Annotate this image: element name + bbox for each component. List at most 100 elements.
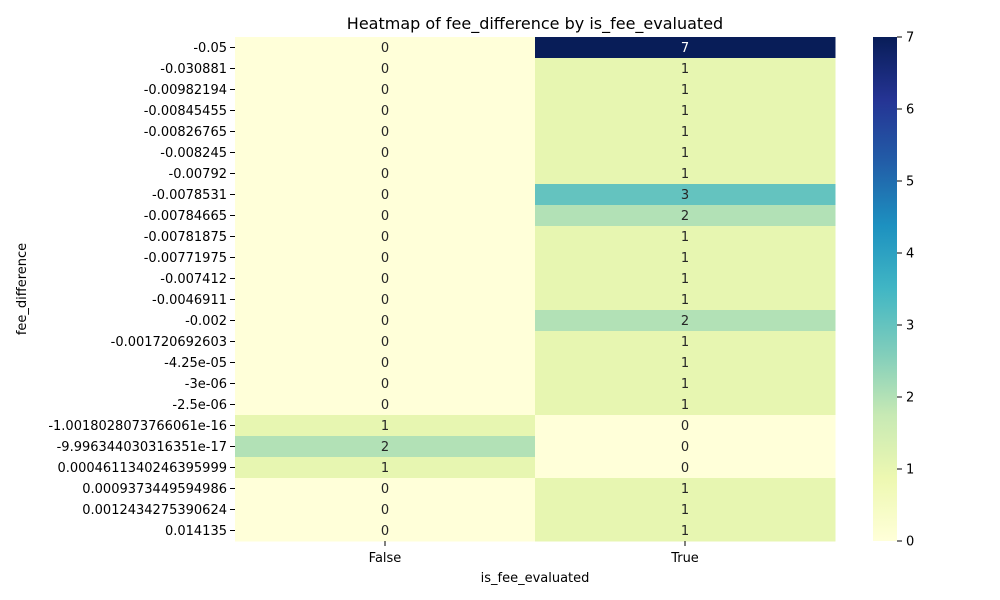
heatmap-cell [535,457,836,479]
y-tick-label: 0.0004611340246395999 [57,461,227,476]
cell-value-label: 0 [381,125,389,140]
cell-value-label: 1 [681,377,689,392]
y-tick-label: -0.00982194 [144,83,227,98]
y-tick-label: -4.25e-05 [164,356,227,371]
cell-value-label: 0 [381,146,389,161]
heatmap-cell [535,268,836,290]
heatmap-cell [535,394,836,416]
cell-value-label: 1 [681,524,689,539]
cell-value-label: 0 [381,356,389,371]
heatmap-cell [235,289,536,311]
y-tick-label: -0.00784665 [144,209,227,224]
heatmap-cell [235,58,536,80]
cell-value-label: 0 [381,398,389,413]
cell-value-label: 7 [681,41,689,56]
heatmap-cell [535,415,836,437]
heatmap-cell [235,457,536,479]
y-tick-label: 0.0012434275390624 [82,503,227,518]
cell-value-label: 1 [681,335,689,350]
y-tick-label: -0.0078531 [152,188,227,203]
cell-value-label: 1 [681,167,689,182]
y-tick-label: -0.00792 [169,167,227,182]
cell-value-label: 3 [681,188,689,203]
cell-value-label: 1 [681,398,689,413]
cell-value-label: 2 [381,440,389,455]
y-tick-label: -0.030881 [160,62,227,77]
heatmap-cell [535,37,836,59]
x-tick-label: True [670,551,699,566]
cell-value-label: 0 [381,230,389,245]
cell-value-label: 1 [681,230,689,245]
y-tick-label: -0.002 [185,314,227,329]
heatmap-cell [535,436,836,458]
heatmap-cell [235,205,536,227]
colorbar-tick-label: 7 [906,31,914,46]
heatmap-cell [535,142,836,164]
y-tick-label: -1.0018028073766061e-16 [48,419,227,434]
colorbar-tick-label: 5 [906,175,914,190]
y-axis: -0.05 -0.030881 -0.00982194 -0.00845455 -0.0… [48,41,235,539]
cell-value-label: 0 [381,377,389,392]
cell-value-label: 0 [381,503,389,518]
y-tick-label: -2.5e-06 [172,398,227,413]
heatmap-cell [235,268,536,290]
cell-value-label: 1 [681,482,689,497]
heatmap-cell [535,499,836,521]
heatmap-cell [235,121,536,143]
cell-value-label: 0 [381,83,389,98]
cell-value-label: 0 [681,461,689,476]
cell-value-label: 1 [381,419,389,434]
cell-value-label: 0 [381,293,389,308]
x-tick-label: False [369,551,402,566]
cell-value-label: 2 [681,314,689,329]
cell-value-label: 1 [681,251,689,266]
colorbar-tick-label: 6 [906,103,914,118]
heatmap-cell [535,310,836,332]
cell-value-label: 0 [381,209,389,224]
heatmap-cell [535,205,836,227]
colorbar-tick-label: 1 [906,463,914,478]
cell-value-label: 1 [681,272,689,287]
y-tick-label: -0.008245 [160,146,227,161]
heatmap-cell [235,394,536,416]
heatmap-cell [535,478,836,500]
heatmap-cell [535,58,836,80]
heatmap-cell [235,142,536,164]
heatmap-cell [235,499,536,521]
cell-value-label: 0 [381,272,389,287]
heatmap-cell [535,247,836,269]
y-tick-label: -0.0046911 [152,293,227,308]
heatmap-cell [235,478,536,500]
heatmap-cell [535,226,836,248]
colorbar-tick-label: 2 [906,391,914,406]
colorbar-tick-label: 0 [906,535,914,550]
heatmap-cell [235,373,536,395]
cell-value-label: 1 [681,104,689,119]
heatmap-cell [235,184,536,206]
heatmap-cell [235,352,536,374]
cell-value-label: 0 [681,440,689,455]
colorbar-tick-label: 4 [906,247,914,262]
y-tick-label: -0.00845455 [144,104,227,119]
heatmap-cell [535,100,836,122]
cell-value-label: 1 [681,125,689,140]
heatmap-cell [235,415,536,437]
heatmap-cell [535,79,836,101]
heatmap-cell [235,436,536,458]
x-axis-label: is_fee_evaluated [481,571,590,586]
heatmap-cell [235,163,536,185]
heatmap-cell [535,121,836,143]
y-tick-label: -0.00781875 [144,230,227,245]
cell-value-label: 0 [381,251,389,266]
cell-value-label: 0 [381,335,389,350]
cell-value-label: 1 [681,503,689,518]
cell-value-label: 1 [681,62,689,77]
cell-value-label: 0 [381,167,389,182]
heatmap-cell [535,163,836,185]
cell-value-label: 0 [381,188,389,203]
x-axis: False True [369,541,699,566]
heatmap-cell [535,373,836,395]
cell-value-label: 0 [381,482,389,497]
heatmap-cell [235,331,536,353]
